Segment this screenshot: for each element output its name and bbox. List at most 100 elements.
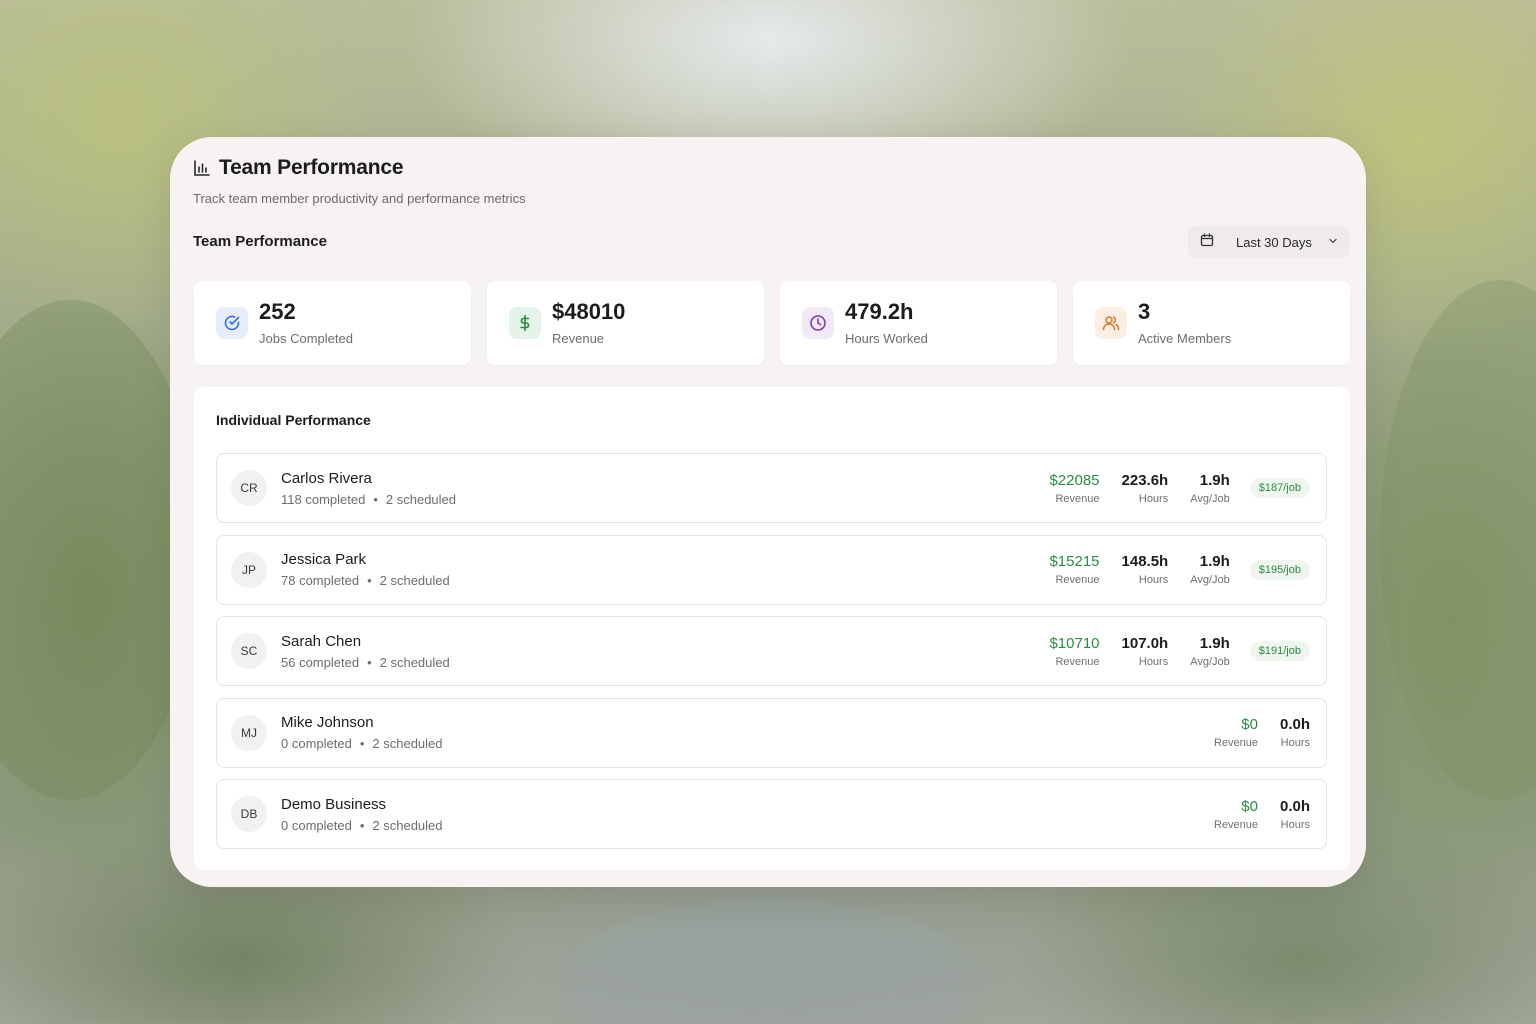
date-range-select[interactable]: Last 30 Days bbox=[1188, 226, 1350, 258]
scheduled-count: 2 scheduled bbox=[372, 736, 443, 751]
avg-job-value: 1.9h bbox=[1199, 553, 1230, 570]
revenue-label: Revenue bbox=[1213, 818, 1258, 831]
panel-title: Individual Performance bbox=[216, 412, 371, 428]
section-title: Team Performance bbox=[193, 233, 327, 250]
member-name: Demo Business bbox=[281, 795, 387, 813]
clock-icon bbox=[802, 307, 834, 339]
stat-card-hours-worked: 479.2h Hours Worked bbox=[780, 281, 1057, 365]
check-circle-icon bbox=[216, 307, 248, 339]
separator-dot: • bbox=[359, 817, 365, 833]
avatar: MJ bbox=[231, 714, 267, 751]
separator-dot: • bbox=[373, 491, 378, 507]
hours-value: 107.0h bbox=[1121, 634, 1169, 652]
member-row[interactable]: SC Sarah Chen 56 completed • 2 scheduled $… bbox=[216, 616, 1327, 686]
member-list: CR Carlos Rivera 118 completed • 2 schedul… bbox=[216, 453, 1327, 861]
member-metrics: $0 Revenue 0.0h Hours bbox=[1192, 716, 1310, 749]
hours-value: 0.0h bbox=[1279, 797, 1310, 815]
stat-label: Revenue bbox=[552, 330, 605, 346]
revenue-metric: $15215 Revenue bbox=[1049, 553, 1099, 586]
hours-label: Hours bbox=[1280, 737, 1310, 749]
scheduled-count: 2 scheduled bbox=[385, 491, 457, 507]
revenue-value: $15215 bbox=[1049, 553, 1100, 570]
hours-value: 148.5h bbox=[1121, 553, 1169, 570]
hours-value: 223.6h bbox=[1121, 471, 1169, 489]
background-foliage bbox=[560, 900, 980, 1024]
member-metrics: $0 Revenue 0.0h Hours bbox=[1192, 798, 1310, 831]
hours-label: Hours bbox=[1280, 818, 1310, 831]
member-row[interactable]: MJ Mike Johnson 0 completed • 2 scheduled … bbox=[216, 697, 1327, 768]
stat-label: Jobs Completed bbox=[259, 330, 353, 346]
scheduled-count: 2 scheduled bbox=[372, 817, 443, 833]
member-row[interactable]: CR Carlos Rivera 118 completed • 2 schedul… bbox=[216, 453, 1327, 523]
completed-count: 56 completed bbox=[281, 654, 360, 670]
individual-performance-panel: Individual Performance CR Carlos Rivera … bbox=[194, 387, 1350, 870]
background-foliage bbox=[0, 300, 200, 800]
scheduled-count: 2 scheduled bbox=[379, 573, 450, 588]
avg-job-value: 1.9h bbox=[1199, 634, 1230, 652]
date-range-label: Last 30 Days bbox=[1236, 234, 1312, 250]
hours-metric: 0.0h Hours bbox=[1280, 716, 1310, 749]
bar-chart-icon bbox=[193, 159, 211, 177]
page-title: Team Performance bbox=[219, 156, 404, 179]
rate-badge: $191/job bbox=[1249, 641, 1310, 661]
member-meta: 56 completed • 2 scheduled bbox=[281, 655, 1027, 670]
revenue-label: Revenue bbox=[1055, 492, 1100, 505]
revenue-value: $22085 bbox=[1049, 471, 1100, 489]
completed-count: 0 completed bbox=[281, 817, 352, 833]
member-name: Sarah Chen bbox=[281, 632, 362, 650]
separator-dot: • bbox=[367, 654, 372, 670]
member-metrics: $22085 Revenue 223.6h Hours 1.9h Avg/Job… bbox=[1027, 472, 1310, 505]
users-icon bbox=[1095, 307, 1127, 339]
stat-card-jobs-completed: 252 Jobs Completed bbox=[194, 281, 471, 365]
stat-card-active-members: 3 Active Members bbox=[1073, 281, 1350, 365]
avg-job-metric: 1.9h Avg/Job bbox=[1190, 635, 1230, 668]
revenue-metric: $0 Revenue bbox=[1214, 716, 1258, 749]
stat-label: Active Members bbox=[1138, 330, 1232, 346]
avatar: DB bbox=[231, 796, 267, 832]
member-metrics: $15215 Revenue 148.5h Hours 1.9h Avg/Job… bbox=[1027, 553, 1310, 586]
completed-count: 0 completed bbox=[281, 736, 352, 751]
calendar-icon bbox=[1200, 232, 1214, 252]
member-meta: 0 completed • 2 scheduled bbox=[281, 818, 1192, 833]
avatar: SC bbox=[231, 633, 267, 669]
member-row[interactable]: DB Demo Business 0 completed • 2 scheduled… bbox=[216, 779, 1327, 849]
avg-job-metric: 1.9h Avg/Job bbox=[1190, 553, 1230, 586]
revenue-label: Revenue bbox=[1055, 655, 1100, 668]
member-row[interactable]: JP Jessica Park 78 completed • 2 scheduled… bbox=[216, 534, 1327, 605]
background-foliage bbox=[1380, 280, 1536, 800]
page-header: Team Performance Track team member produ… bbox=[193, 156, 526, 206]
hours-label: Hours bbox=[1138, 655, 1169, 668]
completed-count: 78 completed bbox=[281, 573, 360, 588]
avg-job-label: Avg/Job bbox=[1190, 492, 1230, 505]
stat-value: 3 bbox=[1138, 298, 1151, 324]
page-subtitle: Track team member productivity and perfo… bbox=[193, 191, 526, 206]
separator-dot: • bbox=[359, 736, 365, 751]
separator-dot: • bbox=[367, 573, 372, 588]
rate-badge: $195/job bbox=[1249, 559, 1310, 580]
member-meta: 78 completed • 2 scheduled bbox=[281, 573, 1027, 588]
revenue-value: $0 bbox=[1241, 797, 1258, 815]
member-meta: 0 completed • 2 scheduled bbox=[281, 736, 1192, 751]
avg-job-label: Avg/Job bbox=[1190, 574, 1230, 586]
hours-metric: 0.0h Hours bbox=[1280, 798, 1310, 831]
stat-value: 479.2h bbox=[845, 298, 914, 324]
revenue-label: Revenue bbox=[1055, 574, 1100, 586]
scheduled-count: 2 scheduled bbox=[379, 654, 450, 670]
revenue-metric: $22085 Revenue bbox=[1049, 472, 1099, 505]
avg-job-metric: 1.9h Avg/Job bbox=[1190, 472, 1230, 505]
revenue-label: Revenue bbox=[1213, 737, 1258, 749]
stats-row: 252 Jobs Completed $48010 Revenue bbox=[194, 281, 1350, 365]
hours-label: Hours bbox=[1138, 492, 1169, 505]
hours-value: 0.0h bbox=[1279, 716, 1310, 733]
member-name: Mike Johnson bbox=[281, 714, 374, 731]
stat-value: 252 bbox=[259, 298, 296, 324]
hours-label: Hours bbox=[1138, 574, 1169, 586]
completed-count: 118 completed bbox=[281, 491, 366, 507]
hours-metric: 107.0h Hours bbox=[1122, 635, 1169, 668]
chevron-down-icon bbox=[1328, 233, 1338, 251]
revenue-metric: $0 Revenue bbox=[1214, 798, 1258, 831]
avatar: CR bbox=[231, 470, 267, 506]
rate-badge: $187/job bbox=[1249, 478, 1310, 498]
member-meta: 118 completed • 2 scheduled bbox=[281, 492, 1027, 507]
stat-card-revenue: $48010 Revenue bbox=[487, 281, 764, 365]
